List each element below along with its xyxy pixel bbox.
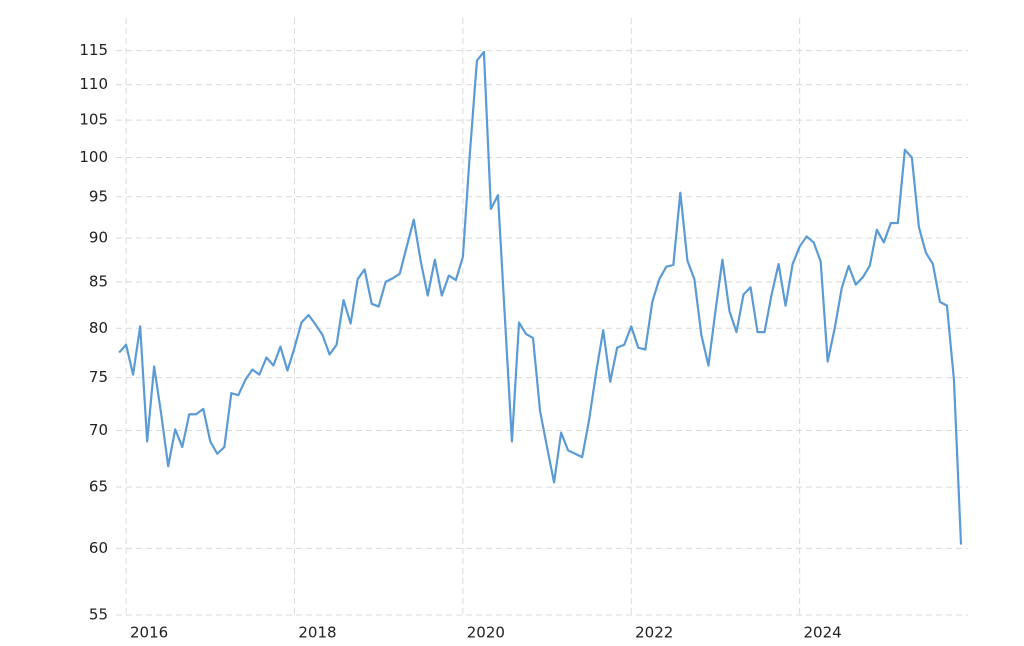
x-tick-label: 2024 [804, 624, 842, 642]
y-tick-label: 100 [79, 148, 108, 166]
y-tick-label: 55 [89, 606, 108, 624]
y-tick-label: 80 [89, 319, 108, 337]
x-tick-label: 2018 [298, 624, 336, 642]
x-tick-label: 2016 [130, 624, 168, 642]
y-tick-label: 75 [89, 368, 108, 386]
x-tick-label: 2022 [635, 624, 673, 642]
y-tick-label: 95 [89, 187, 108, 205]
y-tick-label: 110 [79, 75, 108, 93]
y-tick-label: 85 [89, 272, 108, 290]
y-tick-label: 70 [89, 421, 108, 439]
y-tick-label: 65 [89, 478, 108, 496]
data-line [118, 50, 963, 545]
y-tick-label: 60 [89, 539, 108, 557]
y-tick-label: 90 [89, 229, 108, 247]
x-tick-label: 2020 [467, 624, 505, 642]
y-tick-label: 115 [79, 41, 108, 59]
y-tick-label: 105 [79, 111, 108, 129]
